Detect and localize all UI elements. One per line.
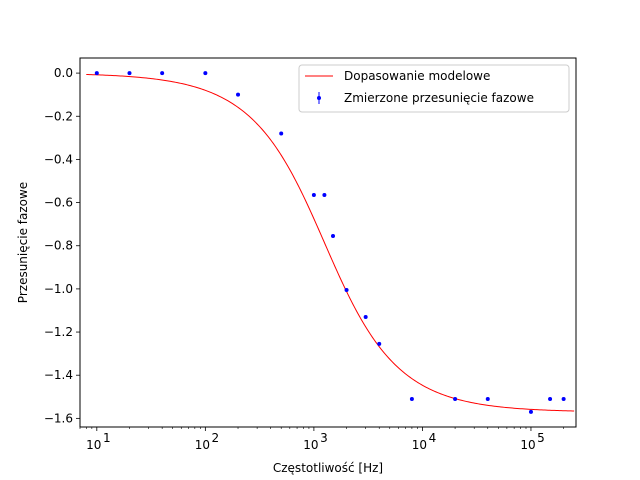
x-tick-exponent: 2 (212, 431, 220, 445)
legend-box (298, 64, 570, 113)
data-point (363, 314, 368, 319)
x-axis-label: Częstotliwość [Hz] (273, 461, 383, 475)
data-point (94, 71, 99, 76)
data-point (485, 396, 490, 401)
legend: Dopasowanie modelowe Zmierzone przesunię… (298, 64, 570, 113)
x-tick-label: 10 (520, 438, 535, 452)
data-point (528, 409, 533, 414)
data-point (377, 341, 382, 346)
y-tick-label: −0.6 (44, 196, 73, 210)
y-tick-label: −1.2 (44, 325, 73, 339)
legend-label-measured: Zmierzone przesunięcie fazowe (344, 91, 534, 105)
y-tick-label: −0.2 (44, 109, 73, 123)
x-tick-exponent: 1 (103, 431, 111, 445)
data-point (236, 92, 241, 97)
data-point (322, 193, 327, 198)
x-tick-exponent: 5 (537, 431, 545, 445)
data-point (548, 396, 553, 401)
data-point (453, 396, 458, 401)
plot-layer (86, 71, 575, 414)
data-point (561, 396, 566, 401)
data-point (344, 287, 349, 292)
data-point (127, 71, 132, 76)
y-tick-label: −0.4 (44, 152, 73, 166)
axes-frame (79, 57, 577, 428)
data-point (279, 131, 284, 136)
data-point (409, 396, 414, 401)
legend-point-marker (317, 96, 321, 100)
y-tick-label: 0.0 (54, 66, 73, 80)
x-tick-label: 10 (86, 438, 101, 452)
x-tick-label: 10 (303, 438, 318, 452)
y-tick-label: −0.8 (44, 239, 73, 253)
x-tick-label: 10 (412, 438, 427, 452)
x-tick-label: 10 (195, 438, 210, 452)
y-axis-label: Przesunięcie fazowe (16, 182, 30, 303)
data-point (160, 71, 165, 76)
y-tick-label: −1.6 (44, 411, 73, 425)
data-point (203, 71, 208, 76)
data-point (311, 193, 316, 198)
x-tick-exponent: 4 (429, 431, 437, 445)
y-tick-label: −1.0 (44, 282, 73, 296)
y-axis-ticks: 0.0 −0.2 −0.4 −0.6 −0.8 −1.0 −1.2 −1.4 −1.6 (44, 66, 80, 425)
series-fit-line (86, 73, 575, 412)
x-axis-ticks: 10 1 10 2 10 3 10 4 10 5 (79, 427, 564, 452)
y-tick-label: −1.4 (44, 368, 73, 382)
x-tick-exponent: 3 (320, 431, 328, 445)
legend-label-fit: Dopasowanie modelowe (344, 69, 490, 83)
data-point (331, 234, 335, 239)
